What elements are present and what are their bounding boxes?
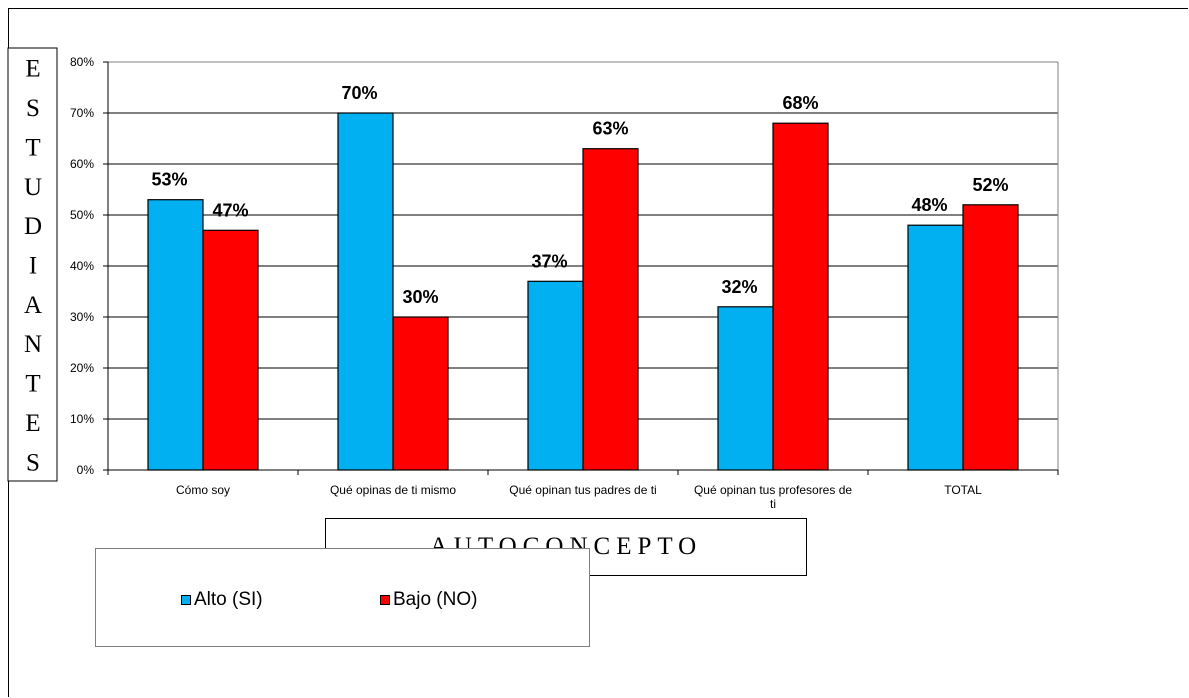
y-tick-label: 50% [70, 208, 94, 222]
x-tick-label: Qué opinan tus profesores de [694, 483, 852, 497]
x-tick-label: Cómo soy [176, 483, 230, 497]
x-tick-label: Qué opinan tus padres de ti [509, 483, 656, 497]
y-tick-label: 10% [70, 412, 94, 426]
bar-alto [147, 199, 204, 471]
legend-label-bajo: Bajo (NO) [393, 589, 478, 610]
data-label: 30% [402, 287, 438, 307]
data-label: 68% [782, 93, 818, 113]
legend-swatch-alto [181, 595, 191, 605]
y-axis-title-letter: S [26, 95, 40, 122]
y-axis-title-letter: T [25, 371, 40, 398]
bar-alto [907, 224, 964, 471]
bar-alto [717, 306, 774, 471]
bar-bajo [772, 122, 829, 471]
y-tick-label: 0% [77, 463, 95, 477]
y-tick-label: 30% [70, 310, 94, 324]
y-tick-label: 20% [70, 361, 94, 375]
data-label: 63% [592, 119, 628, 139]
legend-item-alto: Alto (SI) [181, 589, 263, 610]
y-axis-title-letter: E [25, 56, 40, 83]
y-axis-title-letter: U [24, 174, 42, 201]
y-axis-title-letter: I [29, 253, 37, 280]
x-tick-label: TOTAL [944, 483, 982, 497]
legend-item-bajo: Bajo (NO) [380, 589, 478, 610]
data-label: 53% [151, 170, 187, 190]
bar-bajo [202, 229, 259, 471]
data-label: 48% [911, 195, 947, 215]
y-tick-label: 70% [70, 106, 94, 120]
y-axis-title-letter: E [25, 410, 40, 437]
data-label: 52% [972, 175, 1008, 195]
bar-alto [337, 112, 394, 471]
y-axis-title-letter: N [24, 331, 42, 358]
bar-bajo [582, 148, 639, 471]
data-label: 47% [212, 200, 248, 220]
bar-bajo [962, 204, 1019, 471]
data-label: 70% [341, 83, 377, 103]
data-label: 37% [531, 251, 567, 271]
bar-alto [527, 280, 584, 471]
legend: Alto (SI) Bajo (NO) [95, 548, 590, 647]
y-tick-label: 80% [70, 55, 94, 69]
y-axis-title-letter: D [24, 213, 42, 240]
legend-label-alto: Alto (SI) [194, 589, 263, 610]
y-tick-label: 60% [70, 157, 94, 171]
y-axis-title-letter: T [25, 134, 40, 161]
x-tick-label: Qué opinas de ti mismo [330, 483, 456, 497]
x-tick-label: ti [770, 497, 776, 511]
y-axis-title-box [7, 47, 58, 482]
data-label: 32% [721, 277, 757, 297]
y-axis-title-letter: A [24, 292, 42, 319]
bar-bajo [392, 316, 449, 471]
legend-swatch-bajo [380, 595, 390, 605]
y-axis-title-letter: S [26, 449, 40, 476]
y-tick-label: 40% [70, 259, 94, 273]
